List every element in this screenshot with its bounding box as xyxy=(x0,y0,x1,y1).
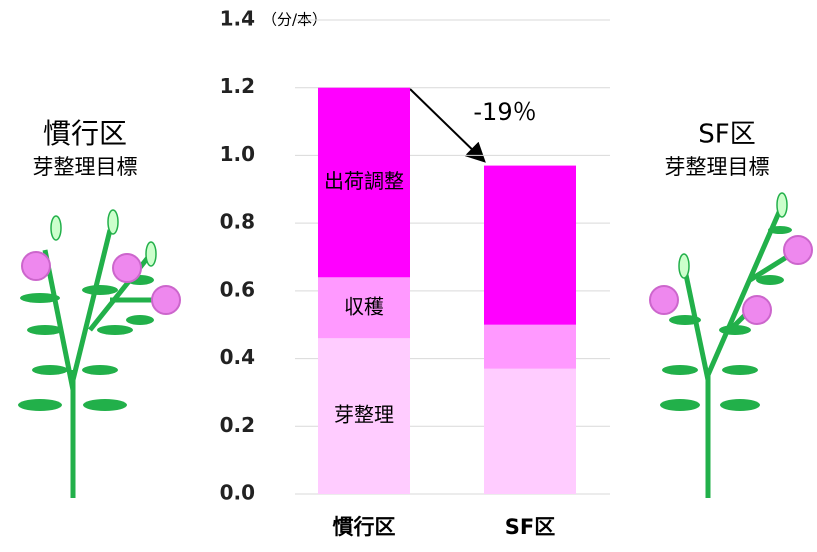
bar-segment xyxy=(318,338,410,494)
bar-segment xyxy=(484,324,576,369)
bar-segment xyxy=(484,165,576,325)
right-title: SF区 xyxy=(698,120,755,150)
y-tick-label: 0.6 xyxy=(220,277,255,301)
plant-left xyxy=(18,209,181,498)
y-tick-label: 0.0 xyxy=(220,481,255,505)
y-tick-label: 0.8 xyxy=(220,210,255,234)
segment-label: 芽整理 xyxy=(334,403,394,427)
left-subtitle: 芽整理目標 xyxy=(33,155,138,179)
right-subtitle: 芽整理目標 xyxy=(665,155,770,179)
y-tick-label: 0.2 xyxy=(220,413,255,437)
x-tick-label: 慣行区 xyxy=(332,515,396,539)
y-tick-label: 1.4 xyxy=(220,7,255,31)
bar-segment xyxy=(318,87,410,278)
x-tick-label: SF区 xyxy=(505,515,555,539)
unit-label: （分/本） xyxy=(262,11,327,29)
annotation-arrow xyxy=(409,88,486,163)
plant-right xyxy=(649,192,813,498)
bar-segment xyxy=(318,277,410,339)
bar-segment xyxy=(484,368,576,494)
segment-label: 出荷調整 xyxy=(324,169,404,193)
annotation: -19％ xyxy=(473,98,536,126)
left-title: 慣行区 xyxy=(43,117,127,150)
segment-label: 収穫 xyxy=(344,294,384,318)
y-tick-label: 1.2 xyxy=(220,74,255,98)
y-tick-label: 0.4 xyxy=(220,345,255,369)
y-tick-label: 1.0 xyxy=(220,142,255,166)
